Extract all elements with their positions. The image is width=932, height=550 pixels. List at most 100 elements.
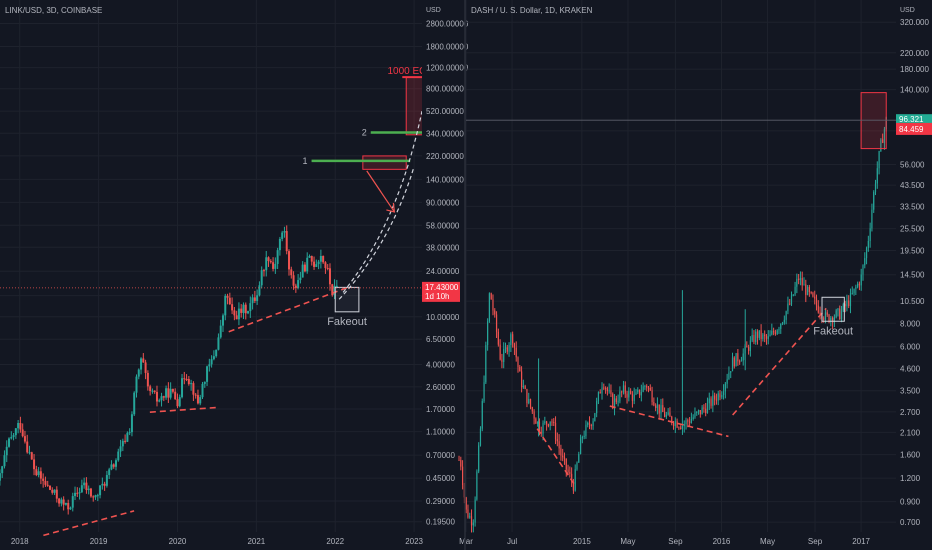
- candle-body: [542, 422, 544, 434]
- candle-body: [185, 378, 188, 380]
- candle-body: [624, 385, 626, 394]
- candle-body: [133, 392, 136, 415]
- candle-body: [712, 395, 714, 406]
- candle-body: [162, 396, 165, 398]
- candle-body: [801, 278, 803, 286]
- dash-usd-chart-panel[interactable]: Fakeout 320.000 220.000 180.000 140.000 84.45…: [458, 0, 932, 550]
- candle-body: [290, 269, 293, 276]
- link-usd-chart-panel[interactable]: Fakeout 1 2 1000 EOZY 2800.00000 1800.00000 12…: [0, 0, 469, 550]
- candle-body: [531, 407, 533, 412]
- candle-body: [658, 404, 660, 414]
- candle-body: [628, 391, 630, 398]
- y-tick-label: 2.60000: [426, 383, 455, 392]
- candle-body: [58, 498, 61, 504]
- candle-body: [74, 492, 77, 497]
- candle-body: [735, 353, 737, 367]
- candle-body: [749, 340, 751, 351]
- candle-body: [126, 432, 129, 442]
- candle-body: [601, 387, 603, 394]
- candle-body: [694, 412, 696, 418]
- candle-body: [306, 257, 309, 272]
- candle-body: [554, 422, 557, 440]
- candle-body: [578, 454, 580, 463]
- candle-body: [206, 366, 209, 382]
- candle-body: [130, 414, 133, 433]
- candle-body: [53, 489, 56, 493]
- candle-body: [583, 435, 585, 437]
- candle-body: [630, 391, 632, 394]
- candle-body: [71, 496, 74, 508]
- x-tick-label: Jul: [507, 537, 517, 546]
- candle-body: [649, 387, 651, 391]
- y-tick-label: 6.000: [900, 343, 921, 352]
- candle-body: [726, 379, 728, 384]
- candle-body: [662, 405, 664, 413]
- candle-body: [592, 421, 594, 427]
- candle-body: [272, 262, 275, 269]
- y-tick-label: 1.200: [900, 474, 921, 483]
- candle-body: [247, 311, 250, 314]
- candle-body: [603, 387, 605, 389]
- candle-body: [774, 332, 777, 334]
- candle-body: [8, 438, 11, 447]
- candle-body: [479, 428, 482, 446]
- y-tick-label: 56.000: [900, 160, 925, 169]
- candle-body: [640, 391, 642, 396]
- candle-body: [78, 492, 81, 494]
- candle-body: [467, 509, 469, 518]
- candle-body: [608, 390, 610, 392]
- candle-body: [762, 334, 764, 339]
- candle-body: [183, 378, 186, 380]
- candle-body: [224, 295, 227, 316]
- candle-body: [633, 394, 635, 401]
- candle-body: [753, 335, 755, 342]
- current-price-value: 96.321: [899, 115, 924, 124]
- target-zone-box: [860, 92, 887, 150]
- candle-body: [569, 472, 571, 474]
- target-line-label: 1000 EOZY: [387, 66, 440, 77]
- y-tick-label: 220.000: [900, 49, 929, 58]
- candle-body: [210, 359, 213, 365]
- marked-level-value: 84.459: [899, 125, 924, 134]
- candle-body: [333, 285, 336, 296]
- candle-body: [728, 372, 730, 380]
- candle-body: [671, 416, 673, 423]
- candle-body: [488, 293, 491, 322]
- candle-body: [560, 448, 562, 456]
- candle-body: [135, 376, 138, 393]
- y-tick-label: 0.45000: [426, 474, 455, 483]
- candle-body: [94, 495, 97, 498]
- candle-body: [137, 369, 140, 377]
- candle-body: [178, 397, 181, 407]
- candle-body: [814, 296, 816, 299]
- candle-body: [69, 507, 72, 510]
- candle-body: [181, 378, 184, 398]
- candle-body: [663, 412, 666, 417]
- candle-body: [740, 360, 743, 362]
- candle-body: [689, 421, 691, 423]
- candle-body: [697, 410, 700, 412]
- candle-body: [780, 323, 782, 329]
- candle-body: [494, 310, 496, 315]
- candle-body: [731, 357, 734, 372]
- candle-body: [158, 400, 161, 402]
- candle-body: [99, 485, 102, 496]
- projection-path: [338, 166, 415, 300]
- candle-body: [85, 482, 88, 491]
- candle-body: [17, 423, 20, 429]
- candle-body: [240, 308, 243, 313]
- candle-body: [778, 328, 780, 331]
- candle-body: [278, 238, 281, 251]
- candle-body: [882, 139, 884, 143]
- candle-body: [23, 436, 26, 442]
- candle-body: [524, 386, 526, 389]
- target-zone-box: [362, 155, 407, 170]
- candle-body: [21, 429, 24, 437]
- candle-body: [653, 401, 655, 406]
- current-price-countdown: 1d 10h: [425, 292, 449, 301]
- candle-body: [26, 441, 29, 453]
- candle-body: [810, 291, 812, 293]
- candle-body: [874, 183, 877, 193]
- candle-body: [826, 312, 828, 315]
